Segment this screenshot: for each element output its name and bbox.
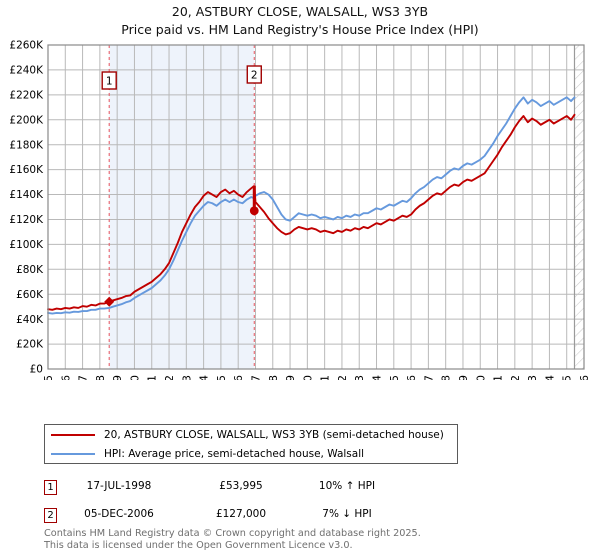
x-axis-tick-labels: 1995 1996 1997 1998 1999 2000 2001 2002 2003 2004… (42, 375, 591, 380)
legend-item-hpi: HPI: Average price, semi-detached house,… (45, 444, 457, 463)
svg-text:2022: 2022 (509, 375, 522, 380)
transaction-row[interactable]: 2 (44, 506, 57, 524)
svg-text:2007: 2007 (249, 375, 262, 380)
svg-text:£120K: £120K (9, 214, 44, 226)
page-subtitle: Price paid vs. HM Land Registry's House … (121, 22, 479, 37)
transaction-badge-1: 1 (44, 479, 57, 495)
legend-swatch-price-paid (51, 433, 95, 436)
legend-label-hpi: HPI: Average price, semi-detached house,… (104, 447, 365, 460)
svg-text:2002: 2002 (163, 375, 176, 380)
svg-text:1998: 1998 (94, 375, 107, 380)
legend-swatch-hpi (51, 452, 95, 455)
legend-item-price-paid: 20, ASTBURY CLOSE, WALSALL, WS3 3YB (sem… (45, 425, 457, 444)
svg-text:2015: 2015 (388, 375, 401, 380)
chart-legend: 20, ASTBURY CLOSE, WALSALL, WS3 3YB (sem… (44, 424, 458, 464)
svg-text:2014: 2014 (371, 375, 384, 380)
svg-text:£260K: £260K (9, 40, 44, 52)
marker-points (104, 185, 259, 307)
svg-text:2001: 2001 (146, 375, 159, 380)
svg-text:£100K: £100K (9, 239, 44, 251)
transaction-delta-2: 7% ↓ HPI (322, 508, 372, 520)
svg-text:£80K: £80K (16, 264, 44, 276)
svg-text:2025: 2025 (561, 375, 574, 380)
transaction-date-2: 05-DEC-2006 (84, 508, 154, 520)
svg-text:2009: 2009 (284, 375, 297, 380)
svg-text:1997: 1997 (77, 375, 90, 380)
forecast-hatch-region (573, 45, 584, 369)
svg-text:2017: 2017 (422, 375, 435, 380)
svg-text:£220K: £220K (9, 89, 44, 101)
svg-text:1996: 1996 (59, 375, 72, 380)
svg-text:2016: 2016 (405, 375, 418, 380)
svg-text:2000: 2000 (128, 375, 141, 380)
svg-text:2: 2 (251, 70, 258, 82)
svg-text:2026: 2026 (578, 375, 591, 380)
svg-text:2018: 2018 (440, 375, 453, 380)
footer-line-1: Contains HM Land Registry data © Crown c… (44, 528, 421, 539)
plot-frame (47, 44, 585, 370)
transaction-date-1: 17-JUL-1998 (86, 480, 152, 492)
svg-text:2024: 2024 (543, 375, 556, 380)
svg-text:£180K: £180K (9, 139, 44, 151)
footer-attribution: Contains HM Land Registry data © Crown c… (44, 528, 421, 551)
svg-text:£60K: £60K (16, 289, 44, 301)
transaction-price-2: £127,000 (215, 508, 267, 520)
y-axis-tick-labels: £0 £20K £40K £60K £80K £100K £120K £140K £160K £1… (9, 40, 44, 376)
svg-text:2013: 2013 (353, 375, 366, 380)
svg-text:2010: 2010 (301, 375, 314, 380)
svg-text:£0: £0 (30, 364, 43, 376)
transaction-delta-1: 10% ↑ HPI (318, 480, 376, 492)
svg-text:2011: 2011 (319, 375, 332, 380)
svg-text:1999: 1999 (111, 375, 124, 380)
svg-text:2006: 2006 (232, 375, 245, 380)
svg-text:2020: 2020 (474, 375, 487, 380)
svg-text:2012: 2012 (336, 375, 349, 380)
svg-text:£40K: £40K (16, 314, 44, 326)
highlight-band (109, 45, 255, 369)
svg-text:2023: 2023 (526, 375, 539, 380)
svg-text:£200K: £200K (9, 114, 44, 126)
svg-text:£20K: £20K (16, 339, 44, 351)
transaction-badge-2: 2 (44, 507, 57, 523)
svg-text:£160K: £160K (9, 164, 44, 176)
legend-label-price-paid: 20, ASTBURY CLOSE, WALSALL, WS3 3YB (sem… (104, 428, 444, 441)
svg-text:2004: 2004 (198, 375, 211, 380)
series-lines (47, 96, 576, 315)
svg-text:£140K: £140K (9, 189, 44, 201)
svg-text:2021: 2021 (492, 375, 505, 380)
svg-text:2019: 2019 (457, 375, 470, 380)
page-title: 20, ASTBURY CLOSE, WALSALL, WS3 3YB (171, 4, 429, 19)
footer-line-2: This data is licensed under the Open Gov… (44, 539, 353, 551)
transaction-row[interactable]: 1 (44, 478, 57, 496)
svg-text:1995: 1995 (42, 375, 55, 380)
svg-text:1: 1 (106, 76, 113, 88)
svg-text:£240K: £240K (9, 65, 44, 77)
svg-text:2003: 2003 (180, 375, 193, 380)
svg-text:2008: 2008 (267, 375, 280, 380)
chart-title-block: 20, ASTBURY CLOSE, WALSALL, WS3 3YB Pric… (0, 0, 600, 39)
grid-lines (47, 44, 585, 370)
svg-text:2005: 2005 (215, 375, 228, 380)
transaction-price-1: £53,995 (219, 480, 263, 492)
